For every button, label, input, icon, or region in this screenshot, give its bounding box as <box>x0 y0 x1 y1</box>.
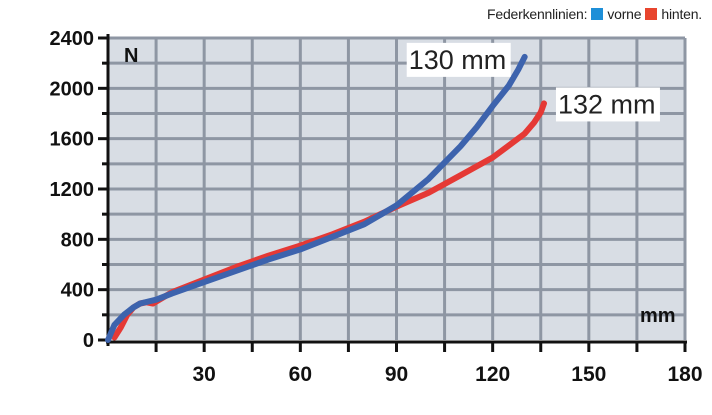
series-lines <box>105 53 547 343</box>
x-tick-label: 90 <box>385 363 408 386</box>
y-tick-label: 1600 <box>50 129 95 151</box>
annotation-132mm: 132 mm <box>558 89 656 119</box>
series-line-vorne <box>105 53 528 343</box>
y-tick-label: 2000 <box>50 78 95 100</box>
x-tick-label: 180 <box>667 363 702 386</box>
legend-swatch-hinten <box>645 8 658 20</box>
y-tick-label: 1200 <box>50 179 95 201</box>
annotation-backdrop <box>406 42 511 77</box>
legend-item-hinten: hinten. <box>661 6 702 22</box>
y-tick-label: 400 <box>61 280 94 302</box>
y-tick-label: 800 <box>61 229 94 251</box>
x-tick-label: 60 <box>289 363 312 386</box>
grid-lines <box>108 36 687 340</box>
legend: Federkennlinien: vorne hinten. <box>481 4 708 24</box>
x-axis-unit: mm <box>640 305 676 327</box>
x-tick-label: 150 <box>571 363 606 386</box>
legend-title: Federkennlinien: <box>487 6 588 22</box>
x-tick-label: 30 <box>192 363 215 386</box>
y-tick-label: 2400 <box>50 28 95 50</box>
axes <box>98 34 687 352</box>
legend-swatch-vorne <box>591 8 604 20</box>
annotation-backdrop <box>555 87 660 122</box>
legend-item-vorne: vorne <box>607 6 642 22</box>
x-tick-label: 120 <box>475 363 510 386</box>
x-tick-labels: 30 60 90 120 150 180 <box>192 363 702 386</box>
y-tick-labels: 0 400 800 1200 1600 2000 2400 <box>50 28 95 352</box>
y-tick-label: 0 <box>83 330 94 352</box>
y-axis-unit: N <box>124 45 138 67</box>
annotation-130mm: 130 mm <box>409 45 507 75</box>
series-annotations: 130 mm 132 mm <box>406 42 660 122</box>
